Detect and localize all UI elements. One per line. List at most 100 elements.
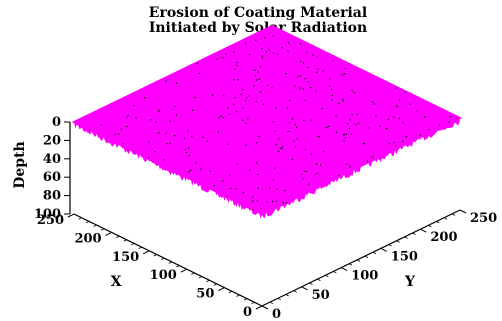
surface-speckle	[335, 131, 337, 133]
surface-speckle	[169, 120, 171, 122]
surface-speckle	[402, 122, 404, 124]
surface-speckle	[351, 114, 353, 116]
x-minor-tick	[115, 235, 120, 238]
surface-speckle	[396, 105, 398, 107]
surface-speckle	[299, 75, 301, 77]
z-tick-label: 60	[43, 170, 61, 185]
surface-speckle	[344, 73, 346, 75]
y-axis-line	[261, 209, 461, 307]
surface-speckle	[223, 95, 225, 97]
surface-speckle	[371, 156, 374, 158]
surface-speckle	[127, 114, 129, 116]
z-tick-label: 0	[52, 115, 61, 130]
surface-speckle	[314, 173, 317, 176]
surface-speckle	[154, 151, 156, 153]
surface-speckle	[387, 118, 390, 121]
surface-speckle	[345, 133, 347, 135]
surface-speckle	[302, 88, 304, 90]
x-tick-mark	[67, 213, 75, 218]
surface-speckle	[331, 99, 333, 101]
y-tick-mark	[340, 267, 348, 272]
surface-speckle	[288, 130, 290, 132]
surface-speckle	[322, 151, 325, 153]
x-minor-tick	[93, 224, 97, 227]
surface-speckle	[216, 58, 218, 60]
surface-speckle	[285, 202, 288, 204]
x-tick-label: 100	[150, 268, 177, 283]
surface-speckle	[245, 122, 247, 124]
y-minor-tick	[293, 290, 297, 293]
surface-speckle	[448, 121, 450, 123]
y-tick-label: 0	[272, 307, 281, 321]
surface-speckle	[272, 121, 274, 123]
surface-speckle	[175, 114, 178, 116]
surface-speckle	[332, 60, 334, 62]
surface-speckle	[346, 163, 348, 165]
surface-speckle	[230, 187, 232, 190]
surface-speckle	[198, 72, 200, 75]
y-minor-tick	[388, 244, 392, 247]
surface-speckle	[275, 200, 277, 202]
surface-speckle	[257, 187, 259, 189]
x-minor-tick	[243, 298, 248, 301]
y-minor-tick	[404, 236, 408, 239]
surface-speckle	[266, 201, 268, 203]
surface-speckle	[252, 196, 254, 198]
surface-speckle	[89, 129, 91, 131]
surface-speckle	[211, 94, 214, 96]
x-minor-tick	[78, 217, 82, 220]
surface-speckle	[379, 125, 381, 127]
x-minor-tick	[161, 257, 165, 261]
y-minor-tick	[317, 278, 321, 281]
surface-speckle	[188, 171, 190, 173]
surface-rough-edge	[74, 118, 460, 219]
x-axis-label: X	[111, 274, 122, 290]
surface-speckle	[192, 109, 194, 111]
surface-speckle	[257, 71, 259, 73]
surface-speckle	[312, 54, 314, 56]
surface-speckle	[271, 86, 273, 89]
surface-speckle	[118, 133, 120, 135]
surface-speckle	[163, 159, 165, 161]
surface-speckle	[220, 115, 222, 117]
surface-speckle	[126, 125, 128, 128]
surface-speckle	[120, 128, 123, 130]
surface-speckle	[301, 173, 303, 175]
x-minor-tick	[130, 243, 135, 246]
z-axis-label: Depth	[12, 141, 28, 188]
surface-speckle	[272, 200, 274, 203]
surface-speckle	[190, 169, 192, 171]
surface-speckle	[274, 130, 276, 132]
y-minor-tick	[325, 274, 329, 278]
surface-speckle	[368, 127, 370, 129]
surface-speckle	[294, 85, 296, 87]
surface-speckle	[253, 85, 255, 87]
surface-speckle	[169, 142, 171, 144]
surface-speckle	[184, 137, 186, 139]
surface-speckle	[299, 43, 301, 45]
surface-speckle	[315, 163, 318, 165]
surface-speckle	[343, 140, 345, 142]
surface-speckle	[143, 97, 146, 99]
surface-speckle	[279, 147, 281, 149]
surface-speckle	[349, 166, 351, 168]
surface-speckle	[217, 117, 220, 119]
x-tick-mark	[180, 268, 188, 273]
surface-speckle	[236, 163, 239, 165]
surface-speckle	[419, 134, 421, 136]
surface-speckle	[126, 116, 128, 119]
surface-speckle	[295, 146, 297, 148]
surface-speckle	[315, 90, 317, 92]
surface-speckle	[272, 179, 275, 181]
surface-speckle	[307, 66, 309, 69]
surface-speckle	[133, 104, 135, 107]
x-tick-label: 0	[243, 305, 252, 320]
surface-speckle	[188, 147, 190, 149]
surface-speckle	[281, 46, 283, 49]
surface-speckle	[362, 143, 365, 145]
y-tick-label: 50	[312, 288, 330, 303]
x-minor-tick	[236, 294, 240, 297]
x-minor-tick	[85, 221, 90, 224]
surface-speckle	[287, 42, 290, 44]
surface-speckle	[122, 143, 124, 145]
